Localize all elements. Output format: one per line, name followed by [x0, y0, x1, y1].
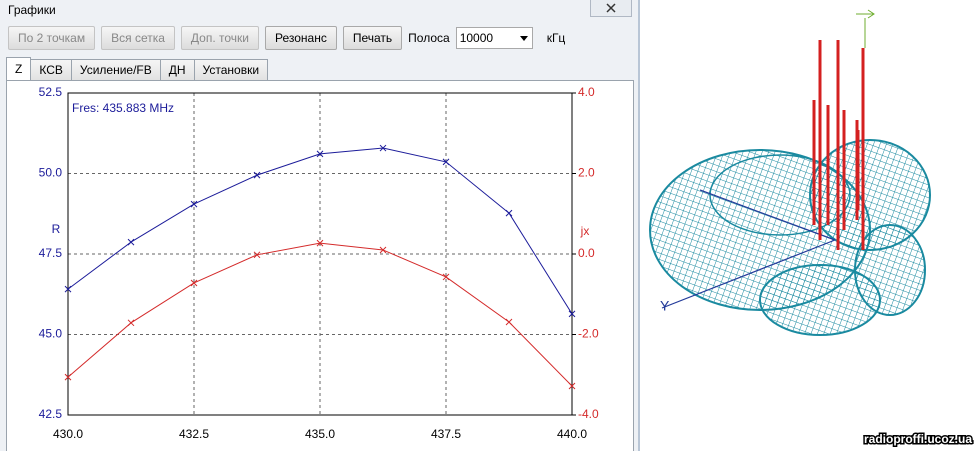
close-button[interactable]: [590, 0, 632, 17]
point-marker: [64, 373, 72, 381]
axis-label-y: Y: [660, 298, 670, 314]
y-tick-label: 42.5: [39, 407, 63, 421]
x-tick-label: 437.5: [431, 427, 461, 441]
y2-tick-label: -4.0: [578, 407, 599, 421]
toolbar-button: Вся сетка: [101, 26, 175, 50]
y2-tick-label: -2.0: [578, 327, 599, 341]
toolbar-button[interactable]: Печать: [342, 26, 403, 50]
toolbar-button: По 2 точкам: [8, 26, 96, 50]
band-label: Полоса: [408, 31, 450, 45]
point-marker: [442, 158, 450, 166]
dropdown-arrow: [519, 35, 528, 45]
point-marker: [127, 238, 135, 246]
point-marker: [316, 150, 324, 158]
x-tick-label: 435.0: [305, 427, 335, 441]
toolbar-button: Доп. точки: [180, 26, 259, 50]
point-marker: [253, 251, 261, 259]
point-marker: [127, 319, 135, 327]
point-marker: [64, 285, 72, 293]
x-tick-label: 440.0: [557, 427, 587, 441]
y-tick-label: 45.0: [39, 327, 63, 341]
y-axis-label: R: [52, 222, 61, 236]
plot-frame: [67, 92, 573, 416]
tab-bar: Z КСВ Усиление/FB ДН Установки: [6, 57, 269, 80]
y2-axis-label: jx: [580, 224, 590, 238]
point-marker: [253, 171, 261, 179]
point-marker: [190, 200, 198, 208]
band-unit: кГц: [546, 31, 566, 45]
point-marker: [568, 382, 576, 390]
y2-tick-label: 4.0: [578, 85, 595, 99]
y2-tick-label: 2.0: [578, 166, 595, 180]
toolbar: По 2 точкам Вся сетка Доп. точки Резонанс Пе…: [8, 26, 565, 50]
window-title: Графики: [8, 3, 56, 17]
x-tick-label: 432.5: [179, 427, 209, 441]
y-tick-label: 47.5: [39, 246, 63, 260]
point-marker: [442, 273, 450, 281]
band-select[interactable]: 10000: [455, 27, 533, 49]
close-icon: [606, 3, 616, 13]
radiation-pattern: [649, 9, 931, 336]
tab[interactable]: Установки: [193, 59, 269, 80]
y2-tick-label: 0.0: [578, 246, 595, 260]
x-tick-label: 430.0: [53, 427, 83, 441]
point-marker: [505, 318, 513, 326]
y-tick-label: 52.5: [39, 85, 63, 99]
watermark: radioproffi.ucoz.ua: [864, 432, 972, 446]
point-marker: [190, 279, 198, 287]
point-marker: [316, 239, 324, 247]
tab[interactable]: Усиление/FB: [70, 59, 161, 80]
point-marker: [505, 209, 513, 217]
toolbar-button[interactable]: Резонанс: [264, 26, 337, 50]
band-value: 10000: [459, 31, 494, 45]
y-tick-label: 50.0: [39, 166, 63, 180]
point-marker: [379, 144, 387, 152]
annotation: Fres: 435.883 MHz: [72, 101, 174, 115]
tab[interactable]: КСВ: [30, 59, 72, 80]
point-marker: [379, 246, 387, 254]
point-marker: [568, 310, 576, 318]
